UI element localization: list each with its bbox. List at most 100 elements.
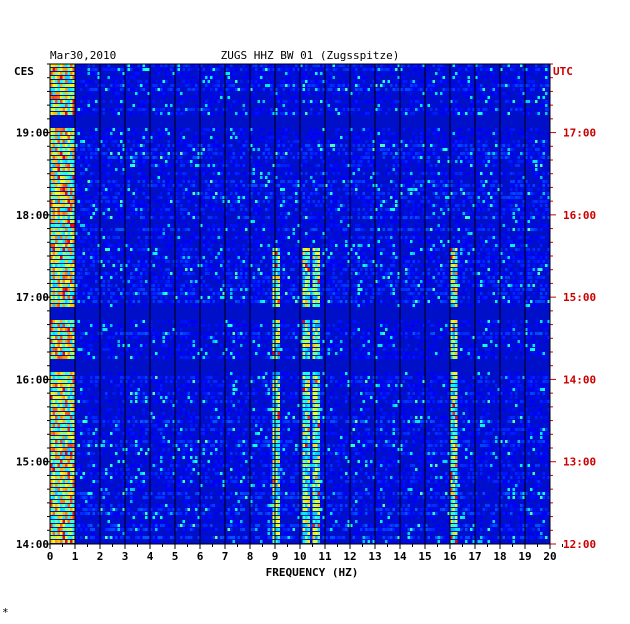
heatmap-cell [95, 216, 98, 219]
heatmap-cell [92, 228, 95, 231]
heatmap-cell [67, 152, 70, 155]
heatmap-cell [495, 100, 498, 103]
heatmap-cell [282, 236, 285, 239]
heatmap-cell [500, 128, 503, 131]
heatmap-cell [547, 180, 550, 183]
heatmap-cell [277, 228, 280, 231]
heatmap-cell [470, 84, 473, 87]
heatmap-cell [295, 104, 298, 107]
heatmap-cell [215, 196, 218, 199]
heatmap-cell [527, 72, 530, 75]
heatmap-cell [517, 232, 520, 235]
heatmap-cell [252, 172, 255, 175]
heatmap-cell [545, 204, 548, 207]
heatmap-cell [275, 168, 278, 171]
heatmap-cell [152, 236, 155, 239]
heatmap-cell [370, 64, 373, 67]
heatmap-cell [162, 204, 165, 207]
heatmap-cell [422, 108, 425, 111]
heatmap-cell [230, 208, 233, 211]
heatmap-cell [50, 236, 53, 239]
heatmap-cell [467, 236, 470, 239]
heatmap-cell [322, 176, 325, 179]
heatmap-cell [405, 148, 408, 151]
heatmap-cell [102, 220, 105, 223]
heatmap-cell [472, 184, 475, 187]
heatmap-cell [310, 148, 313, 151]
heatmap-cell [415, 196, 418, 199]
heatmap-cell [275, 176, 278, 179]
heatmap-cell [110, 152, 113, 155]
heatmap-cell [375, 96, 378, 99]
heatmap-cell [205, 224, 208, 227]
heatmap-cell [175, 92, 178, 95]
heatmap-cell [130, 168, 133, 171]
heatmap-cell [352, 168, 355, 171]
heatmap-cell [147, 64, 150, 67]
heatmap-cell [275, 204, 278, 207]
heatmap-cell [402, 108, 405, 111]
heatmap-cell [72, 172, 75, 175]
heatmap-cell [362, 224, 365, 227]
heatmap-cell [450, 64, 453, 67]
heatmap-cell [417, 180, 420, 183]
heatmap-cell [425, 160, 428, 163]
heatmap-cell [302, 152, 305, 155]
heatmap-cell [62, 176, 65, 179]
heatmap-cell [315, 164, 318, 167]
heatmap-cell [525, 228, 528, 231]
heatmap-cell [315, 192, 318, 195]
heatmap-cell [265, 148, 268, 151]
heatmap-cell [237, 232, 240, 235]
heatmap-cell [62, 168, 65, 171]
heatmap-cell [355, 236, 358, 239]
heatmap-cell [457, 80, 460, 83]
heatmap-cell [60, 232, 63, 235]
heatmap-cell [352, 144, 355, 147]
heatmap-cell [87, 212, 90, 215]
heatmap-cell [542, 156, 545, 159]
heatmap-cell [132, 132, 135, 135]
heatmap-cell [380, 204, 383, 207]
heatmap-cell [167, 244, 170, 247]
heatmap-cell [365, 200, 368, 203]
heatmap-cell [207, 168, 210, 171]
heatmap-cell [202, 228, 205, 231]
heatmap-cell [497, 88, 500, 91]
heatmap-cell [390, 220, 393, 223]
heatmap-cell [280, 144, 283, 147]
heatmap-cell [425, 168, 428, 171]
heatmap-cell [90, 68, 93, 71]
heatmap-cell [360, 236, 363, 239]
heatmap-cell [387, 192, 390, 195]
heatmap-cell [140, 160, 143, 163]
heatmap-cell [200, 132, 203, 135]
heatmap-cell [490, 92, 493, 95]
heatmap-cell [180, 212, 183, 215]
heatmap-cell [255, 172, 258, 175]
heatmap-cell [250, 80, 253, 83]
heatmap-cell [530, 84, 533, 87]
heatmap-cell [457, 88, 460, 91]
heatmap-cell [527, 224, 530, 227]
heatmap-cell [82, 224, 85, 227]
heatmap-cell [417, 192, 420, 195]
heatmap-cell [527, 204, 530, 207]
heatmap-cell [115, 244, 118, 247]
heatmap-cell [97, 168, 100, 171]
heatmap-cell [142, 148, 145, 151]
heatmap-cell [360, 72, 363, 75]
heatmap-cell [320, 160, 323, 163]
heatmap-cell [280, 180, 283, 183]
heatmap-cell [417, 88, 420, 91]
heatmap-cell [387, 128, 390, 131]
heatmap-cell [267, 64, 270, 67]
heatmap-cell [272, 236, 275, 239]
heatmap-cell [270, 140, 273, 143]
heatmap-cell [265, 140, 268, 143]
heatmap-cell [452, 72, 455, 75]
heatmap-cell [410, 92, 413, 95]
heatmap-cell [287, 68, 290, 71]
heatmap-cell [347, 172, 350, 175]
heatmap-cell [270, 196, 273, 199]
